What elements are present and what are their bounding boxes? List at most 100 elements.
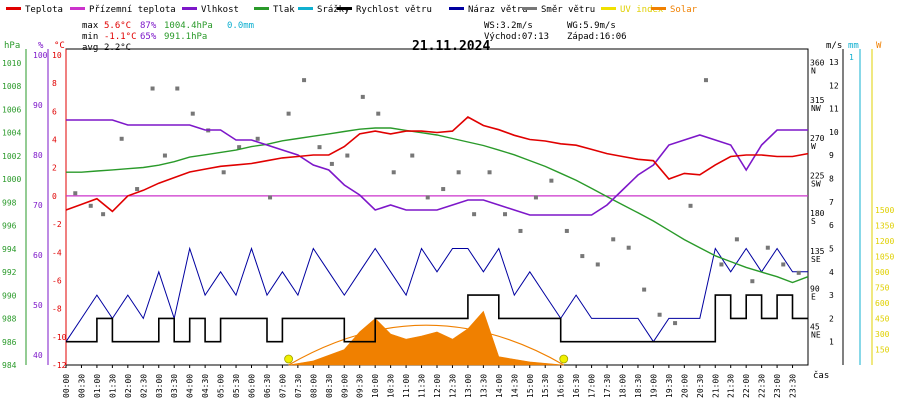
stat-max-hum: 87% [140, 21, 157, 31]
solar-theoretical-curve [288, 324, 565, 366]
dir-letter-7: NE [811, 330, 821, 339]
wind-dir-point [518, 228, 523, 233]
legend-item-2: Vlhkost [201, 5, 239, 15]
legend-item-5: Rychlost větru [356, 5, 432, 15]
temp-axis-title: °C [54, 41, 65, 51]
wind-dir-point [255, 136, 260, 141]
wind-dir-point [750, 279, 755, 284]
x-tick-9: 04:30 [201, 374, 210, 398]
x-tick-38: 19:00 [649, 374, 658, 398]
ms-tick-8: 5 [829, 244, 834, 253]
x-tick-4: 02:00 [124, 374, 133, 398]
x-tick-13: 06:30 [263, 374, 272, 398]
x-tick-36: 18:00 [619, 374, 628, 398]
temp-tick-2: 6 [52, 107, 57, 116]
temp-tick-3: 4 [52, 136, 57, 145]
x-tick-46: 23:00 [773, 374, 782, 398]
x-axis-title: čas [813, 370, 829, 381]
x-tick-21: 10:30 [387, 374, 396, 398]
pct-tick-1: 90 [33, 101, 43, 110]
x-tick-40: 20:00 [680, 374, 689, 398]
dir-tick-2: 270 [810, 134, 825, 143]
mm-tick-0: 1 [849, 53, 854, 62]
legend-item-7: Směr větru [541, 5, 595, 15]
wind-dir-point [719, 262, 724, 267]
stat-max-press: 1004.4hPa [164, 21, 213, 31]
x-tick-18: 09:00 [340, 374, 349, 398]
x-tick-22: 11:00 [402, 374, 411, 398]
x-tick-34: 17:00 [588, 374, 597, 398]
stat-min-hum: 65% [140, 32, 157, 42]
x-tick-7: 03:30 [170, 374, 179, 398]
dir-tick-1: 315 [810, 96, 825, 105]
ms-tick-9: 4 [829, 268, 834, 277]
x-tick-20: 10:00 [371, 374, 380, 398]
ms-tick-3: 10 [829, 128, 839, 137]
ms-tick-7: 6 [829, 221, 834, 230]
solar-area [288, 310, 564, 366]
legend-item-0: Teplota [25, 5, 63, 15]
ms-tick-2: 11 [829, 105, 839, 114]
x-tick-19: 09:30 [356, 374, 365, 398]
wind-dir-point [162, 153, 167, 158]
x-tick-25: 12:30 [448, 374, 457, 398]
mm-axis-title: mm [848, 41, 859, 51]
hpa-tick-7: 996 [2, 222, 17, 231]
wind-dir-point [101, 212, 106, 217]
wind-dir-point [626, 245, 631, 250]
wind-dir-point [268, 195, 273, 200]
x-tick-10: 05:00 [217, 374, 226, 398]
x-tick-5: 02:30 [139, 374, 148, 398]
x-tick-29: 14:30 [510, 374, 519, 398]
x-tick-6: 03:00 [155, 374, 164, 398]
legend-item-9: Solar [670, 5, 698, 15]
w-tick-0: 1500 [875, 206, 894, 215]
wind-dir-point [781, 262, 786, 267]
x-tick-30: 15:00 [526, 374, 535, 398]
stat-max-temp: 5.6°C [104, 21, 131, 31]
stat-avg-temp: 2.2°C [104, 43, 131, 53]
legend-swatch-7 [522, 7, 537, 10]
temperature-line [65, 116, 809, 213]
x-tick-8: 04:00 [186, 374, 195, 398]
ms-axis-title: m/s [826, 41, 842, 51]
stat-rain: 0.0mm [227, 21, 254, 31]
x-tick-23: 11:30 [418, 374, 427, 398]
dir-tick-3: 225 [810, 171, 825, 180]
humidity-line [66, 119, 808, 216]
x-tick-33: 16:30 [572, 374, 581, 398]
wind-dir-point [533, 195, 538, 200]
wind-dir-point [150, 86, 155, 91]
dir-tick-4: 180 [810, 209, 825, 218]
wind-speed-line [66, 294, 808, 343]
x-tick-11: 05:30 [232, 374, 241, 398]
wind-dir-point [360, 94, 365, 99]
hpa-tick-9: 992 [2, 268, 17, 277]
wind-dir-point [734, 237, 739, 242]
stat-sunset: Západ:16:06 [567, 32, 627, 42]
temp-tick-7: -4 [52, 248, 62, 257]
wind-dir-point [345, 153, 350, 158]
x-tick-26: 13:00 [464, 374, 473, 398]
stat-sunrise: Východ:07:13 [484, 32, 549, 42]
wind-dir-point [611, 237, 616, 242]
legend-swatch-1 [70, 7, 85, 10]
dir-tick-5: 135 [810, 247, 825, 256]
x-tick-39: 19:30 [665, 374, 674, 398]
wind-dir-point [286, 111, 291, 116]
x-tick-31: 15:30 [541, 374, 550, 398]
stat-ws: WS:3.2m/s [484, 21, 533, 31]
w-tick-7: 450 [875, 315, 890, 324]
x-tick-24: 12:00 [433, 374, 442, 398]
dir-letter-2: W [811, 142, 816, 151]
wind-dir-point [391, 170, 396, 175]
x-tick-15: 07:30 [294, 374, 303, 398]
wind-dir-point [88, 203, 93, 208]
wind-dir-point [487, 170, 492, 175]
wind-dir-point [549, 178, 554, 183]
wind-dir-point [580, 254, 585, 259]
legend-item-4: Srážky [317, 5, 350, 15]
temp-tick-5: 0 [52, 192, 57, 201]
ms-tick-6: 7 [829, 198, 834, 207]
